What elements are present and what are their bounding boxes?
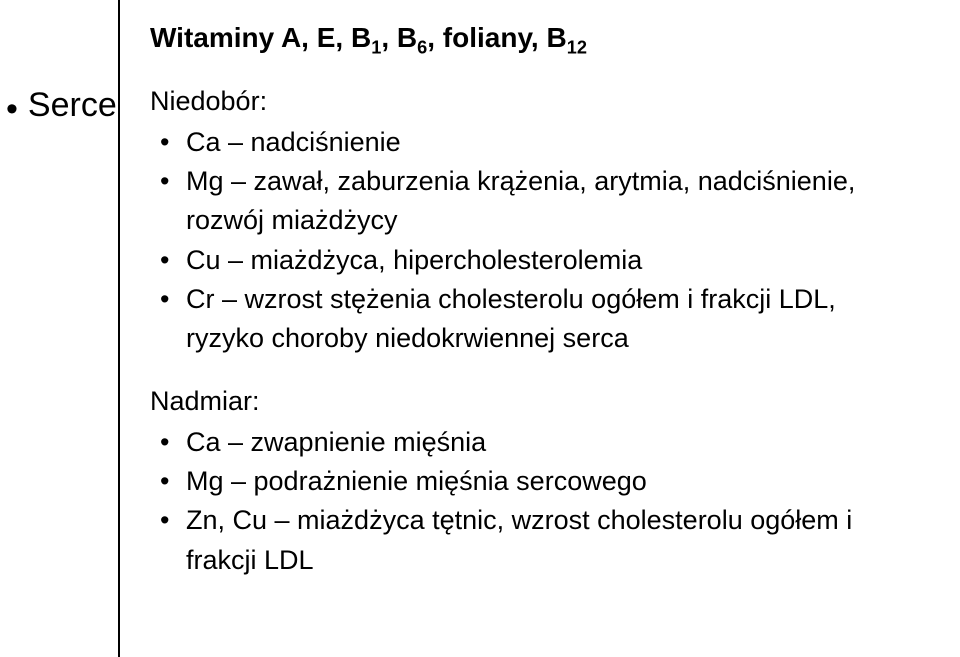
slide: Witaminy A, E, B1, B6, foliany, B12 • Se…	[0, 0, 960, 657]
heading-part: , B	[381, 22, 417, 53]
heading-sub: 1	[371, 38, 381, 58]
content-area: Niedobór: Ca – nadciśnienie Mg – zawał, …	[150, 82, 920, 604]
slide-heading: Witaminy A, E, B1, B6, foliany, B12	[150, 22, 587, 54]
heading-sub: 12	[567, 38, 587, 58]
list-item: Ca – nadciśnienie	[150, 123, 920, 162]
list-item: Zn, Cu – miażdżyca tętnic, wzrost choles…	[150, 501, 920, 579]
heading-part: , foliany, B	[427, 22, 567, 53]
deficiency-list: Ca – nadciśnienie Mg – zawał, zaburzenia…	[150, 123, 920, 358]
left-label: Serce	[28, 86, 117, 125]
bullet-dot-icon: •	[6, 92, 18, 126]
section-label-excess: Nadmiar:	[150, 382, 920, 421]
list-item: Mg – podrażnienie mięśnia sercowego	[150, 462, 920, 501]
heading-sub: 6	[417, 38, 427, 58]
list-item: Cr – wzrost stężenia cholesterolu ogółem…	[150, 280, 920, 358]
heading-part: Witaminy A, E, B	[150, 22, 371, 53]
list-item: Cu – miażdżyca, hipercholesterolemia	[150, 241, 920, 280]
list-item: Ca – zwapnienie mięśnia	[150, 423, 920, 462]
excess-list: Ca – zwapnienie mięśnia Mg – podrażnieni…	[150, 423, 920, 580]
section-label-deficiency: Niedobór:	[150, 82, 920, 121]
vertical-divider	[118, 0, 120, 657]
left-bullet: • Serce	[6, 86, 117, 125]
list-item: Mg – zawał, zaburzenia krążenia, arytmia…	[150, 162, 920, 240]
